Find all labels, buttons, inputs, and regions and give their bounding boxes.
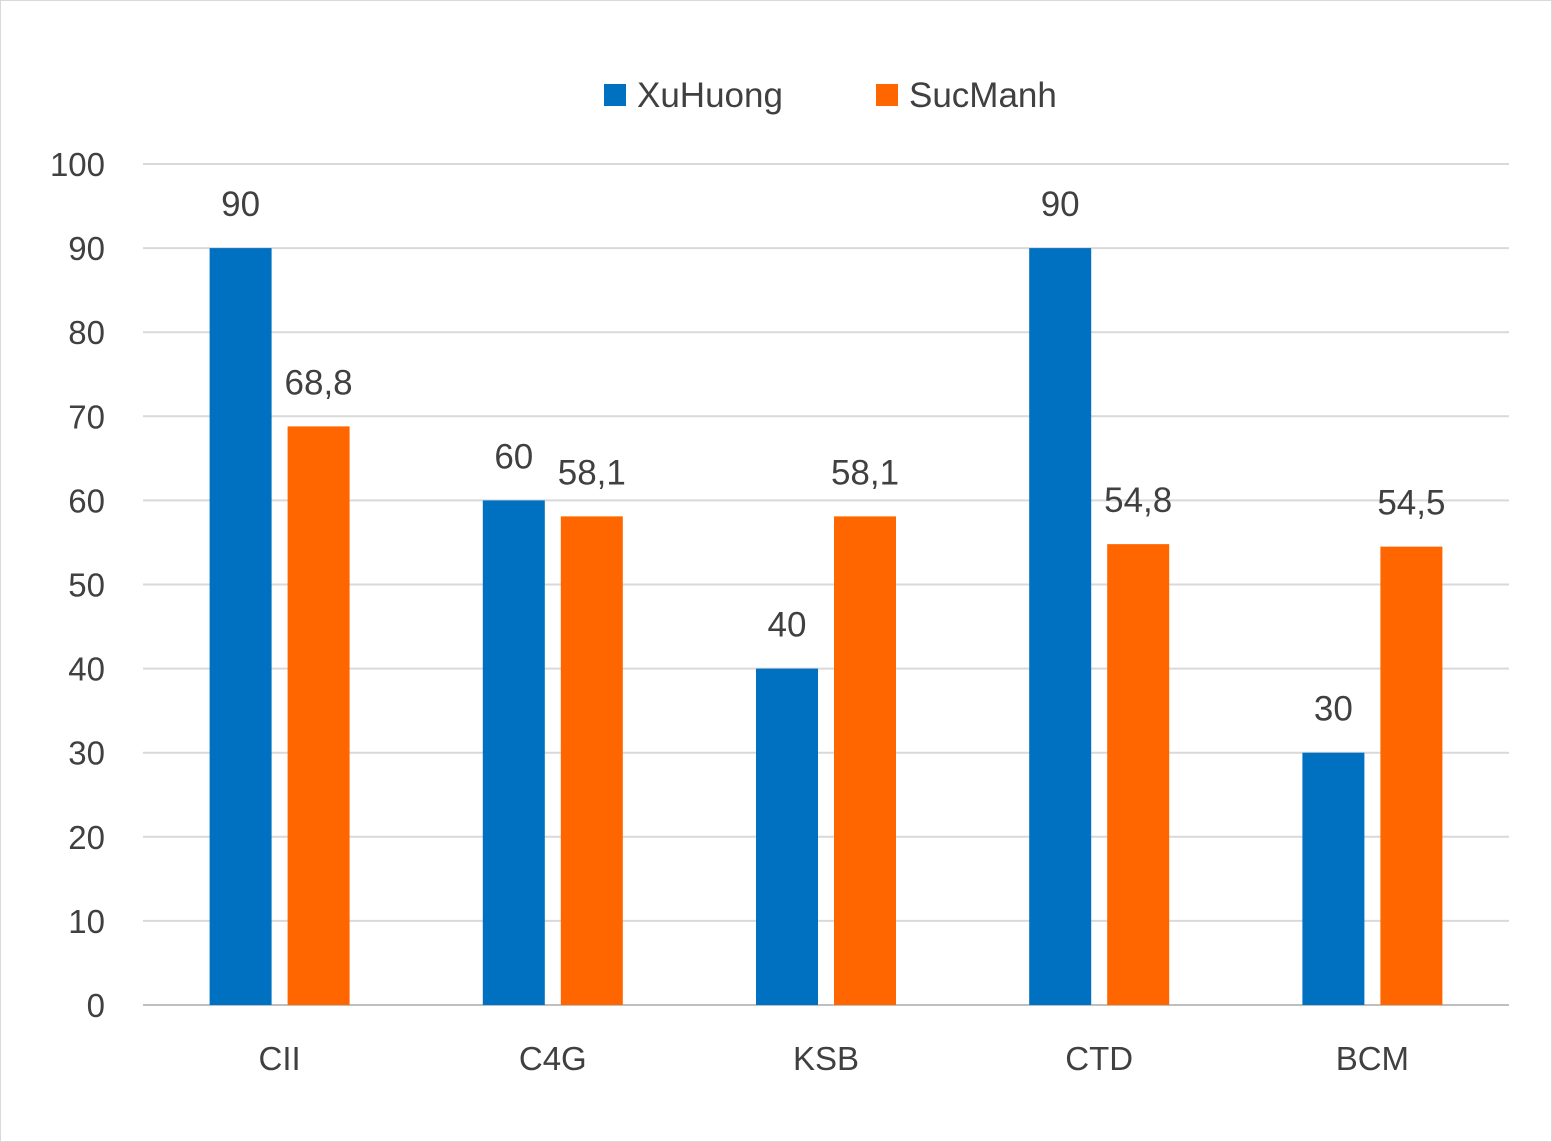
data-label: 30 <box>1314 690 1353 729</box>
x-category-label: KSB <box>793 1040 859 1077</box>
y-tick-label: 90 <box>68 230 105 267</box>
y-tick-label: 10 <box>68 903 105 940</box>
data-label: 40 <box>768 606 807 645</box>
bar-xuhuong-c4g <box>482 500 545 1005</box>
legend: XuHuong SucManh <box>604 76 1057 115</box>
y-tick-label: 40 <box>68 651 105 688</box>
y-tick-label: 60 <box>68 482 105 519</box>
bar-sucmanh-ksb <box>834 516 896 1005</box>
x-category-label: CII <box>259 1040 301 1077</box>
data-label: 90 <box>1041 185 1080 224</box>
legend-swatch-xuhuong <box>604 84 626 106</box>
bar-xuhuong-bcm <box>1302 752 1365 1005</box>
y-tick-label: 0 <box>87 987 105 1024</box>
bar-sucmanh-ctd <box>1107 544 1170 1005</box>
legend-label-sucmanh: SucManh <box>909 76 1057 115</box>
x-category-label: CTD <box>1065 1040 1133 1077</box>
y-tick-label: 30 <box>68 735 105 772</box>
bar-xuhuong-ksb <box>756 668 818 1005</box>
bar-sucmanh-bcm <box>1380 546 1443 1005</box>
bar-sucmanh-c4g <box>560 516 623 1005</box>
y-tick-label: 20 <box>68 819 105 856</box>
data-label: 58,1 <box>558 453 626 492</box>
data-labels: 90 68,8 60 58,1 40 58,1 90 54,8 30 54,5 <box>221 185 1445 729</box>
x-category-label: BCM <box>1336 1040 1409 1077</box>
y-tick-label: 50 <box>68 567 105 604</box>
data-label: 60 <box>494 437 533 476</box>
y-axis-ticks: 0 10 20 30 40 50 60 70 80 90 100 <box>50 146 105 1024</box>
x-category-label: C4G <box>519 1040 587 1077</box>
data-label: 90 <box>221 185 260 224</box>
legend-label-xuhuong: XuHuong <box>637 76 783 115</box>
bar-sucmanh-cii <box>287 426 350 1006</box>
y-tick-label: 70 <box>68 398 105 435</box>
legend-swatch-sucmanh <box>876 84 898 106</box>
y-tick-label: 80 <box>68 314 105 351</box>
y-tick-label: 100 <box>50 146 105 183</box>
data-label: 54,5 <box>1377 484 1445 523</box>
x-axis-categories: CII C4G KSB CTD BCM <box>259 1040 1410 1077</box>
data-label: 68,8 <box>285 363 353 402</box>
gridlines <box>143 163 1509 1006</box>
bar-xuhuong-ctd <box>1029 248 1092 1006</box>
data-label: 54,8 <box>1104 481 1172 520</box>
bar-xuhuong-cii <box>209 248 272 1006</box>
bars <box>209 248 1443 1006</box>
data-label: 58,1 <box>831 453 899 492</box>
